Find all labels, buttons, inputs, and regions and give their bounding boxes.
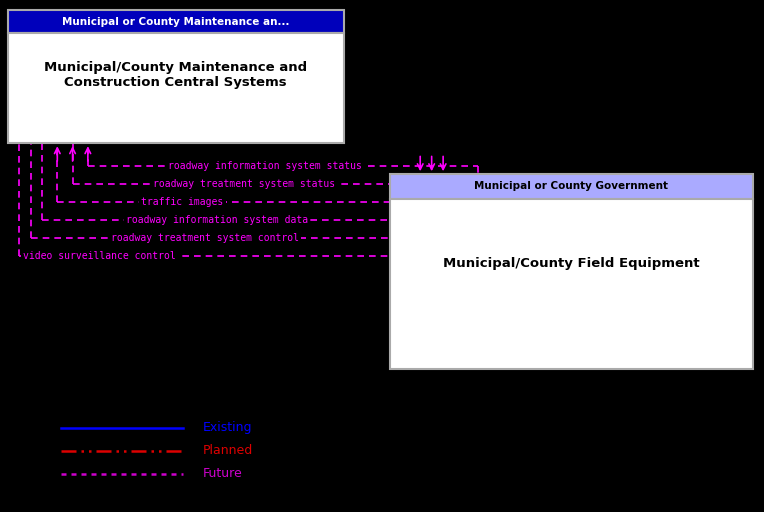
Text: roadway treatment system status: roadway treatment system status (153, 179, 335, 189)
Text: roadway information system status: roadway information system status (168, 161, 362, 172)
Bar (390, 199, 753, 369)
Text: Future: Future (202, 467, 242, 480)
Text: traffic images: traffic images (141, 197, 224, 207)
Bar (390, 174, 753, 199)
Text: roadway information system data: roadway information system data (126, 215, 308, 225)
Bar (8, 10, 344, 33)
Text: Municipal or County Maintenance an...: Municipal or County Maintenance an... (62, 17, 290, 27)
Text: Municipal/County Maintenance and
Construction Central Systems: Municipal/County Maintenance and Constru… (44, 61, 307, 89)
Text: Existing: Existing (202, 421, 252, 434)
Text: video surveillance control: video surveillance control (23, 251, 176, 261)
Bar (8, 33, 344, 143)
Text: roadway treatment system control: roadway treatment system control (111, 233, 299, 243)
Text: Planned: Planned (202, 444, 253, 457)
Text: Municipal/County Field Equipment: Municipal/County Field Equipment (443, 257, 699, 270)
Text: Municipal or County Government: Municipal or County Government (474, 181, 668, 191)
